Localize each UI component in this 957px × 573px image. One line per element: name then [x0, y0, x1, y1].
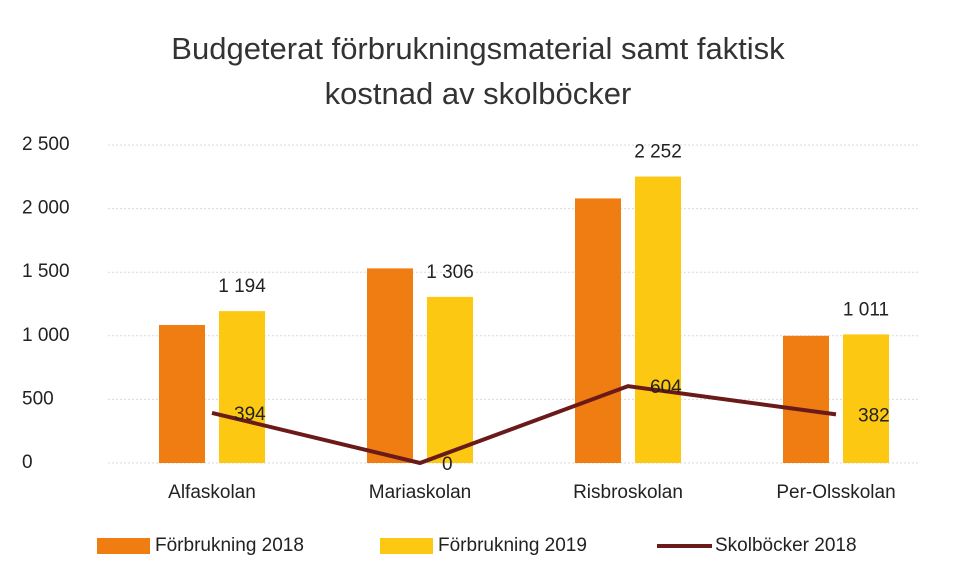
y-tick-label: 0 — [22, 452, 33, 473]
y-tick-label: 1 500 — [22, 261, 70, 282]
x-tick-label: Risbroskolan — [573, 482, 683, 503]
data-label: 1 194 — [218, 276, 266, 297]
data-label: 2 252 — [634, 142, 682, 163]
data-label: 1 011 — [843, 299, 889, 320]
bar — [219, 311, 265, 463]
bar — [843, 334, 889, 463]
legend-swatch — [97, 538, 150, 554]
legend-label: Skolböcker 2018 — [715, 535, 857, 556]
x-tick-label: Mariaskolan — [369, 482, 471, 503]
data-label: 0 — [442, 454, 453, 475]
data-label: 394 — [234, 404, 266, 425]
bar — [635, 176, 681, 463]
x-tick-label: Per-Olsskolan — [776, 482, 895, 503]
data-label: 382 — [858, 405, 890, 426]
y-tick-label: 2 500 — [22, 134, 70, 155]
bar — [367, 268, 413, 463]
bar — [159, 324, 205, 463]
legend-label: Förbrukning 2019 — [438, 535, 587, 556]
legend-swatch — [380, 538, 433, 554]
bar — [427, 296, 473, 463]
chart-title: Budgeterat förbrukningsmaterial samt fak… — [171, 31, 785, 111]
data-label: 604 — [650, 377, 682, 398]
data-label: 1 306 — [426, 262, 474, 283]
line — [211, 384, 837, 466]
y-tick-label: 500 — [22, 388, 54, 409]
y-tick-label: 1 000 — [22, 325, 70, 346]
bar — [783, 335, 829, 463]
legend-label: Förbrukning 2018 — [155, 535, 304, 556]
y-tick-label: 2 000 — [22, 198, 70, 219]
bar — [575, 198, 621, 463]
x-tick-label: Alfaskolan — [168, 482, 256, 503]
